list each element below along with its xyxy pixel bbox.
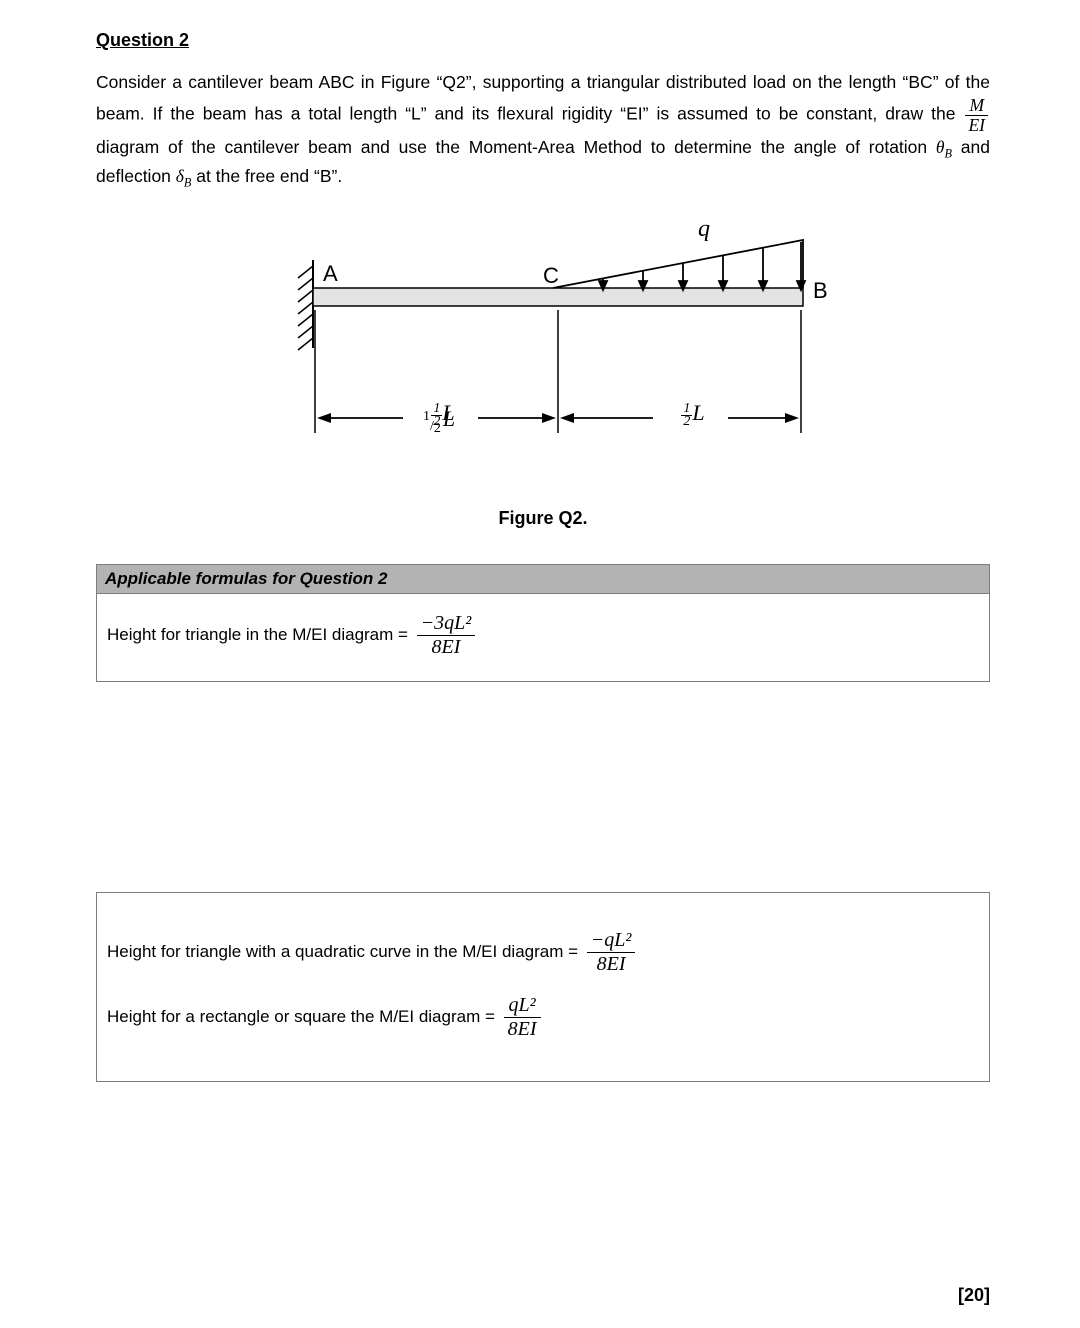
figure-q2: A C B q 1/2L 12L [96, 218, 990, 483]
beam-diagram-svg: A C B q 1/2L 12L [223, 218, 863, 478]
formula-1-fraction: −3qL² 8EI [417, 612, 476, 659]
question-heading: Question 2 [96, 30, 990, 51]
label-C: C [543, 263, 559, 288]
formula-2-label: Height for triangle with a quadratic cur… [107, 942, 583, 961]
formula-1-label: Height for triangle in the M/EI diagram … [107, 625, 413, 644]
formula-3-label: Height for a rectangle or square the M/E… [107, 1007, 500, 1026]
formula-box-1: Applicable formulas for Question 2 Heigh… [96, 564, 990, 682]
formula-row-1: Height for triangle in the M/EI diagram … [97, 594, 989, 681]
page-number: [20] [958, 1285, 990, 1306]
formula-3-fraction: qL² 8EI [504, 994, 541, 1041]
spacer [96, 682, 990, 892]
page: Question 2 Consider a cantilever beam AB… [0, 0, 1080, 1328]
label-B: B [813, 278, 828, 303]
label-A: A [323, 261, 338, 286]
formula-row-3: Height for a rectangle or square the M/E… [107, 994, 979, 1041]
formula-box-title: Applicable formulas for Question 2 [97, 565, 989, 594]
formula-box-2: Height for triangle with a quadratic cur… [96, 892, 990, 1082]
formula-2-fraction: −qL² 8EI [587, 929, 636, 976]
formula-row-2: Height for triangle with a quadratic cur… [107, 929, 979, 976]
figure-caption: Figure Q2. [96, 508, 990, 529]
question-body: Consider a cantilever beam ABC in Figure… [96, 69, 990, 193]
label-q: q [698, 218, 710, 242]
